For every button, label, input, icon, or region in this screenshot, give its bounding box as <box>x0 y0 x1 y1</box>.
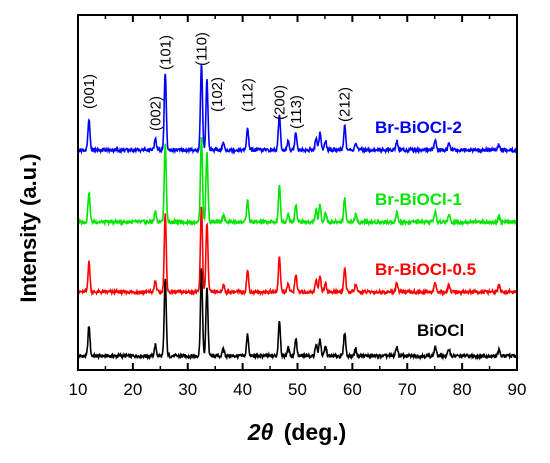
x-tick-label: 20 <box>123 380 142 399</box>
x-axis-title: 2θ (deg.) <box>247 419 347 445</box>
x-tick-label: 80 <box>453 380 472 399</box>
peak-label: (212) <box>337 87 354 122</box>
series-labels: BiOCl Br-BiOCl-0.5 Br-BiOCl-1 Br-BiOCl-2 <box>375 118 476 340</box>
series-label-br-biocl-1: Br-BiOCl-1 <box>375 190 462 209</box>
peak-label: (113) <box>288 95 305 129</box>
axes: 10 20 30 40 50 60 70 80 90 <box>69 14 527 399</box>
x-axis-title-symbol: 2θ <box>247 419 274 445</box>
x-tick-label: 60 <box>343 380 362 399</box>
series-line-br-biocl-2 <box>77 63 518 155</box>
x-tick-label: 40 <box>233 380 252 399</box>
x-tick-label: 50 <box>288 380 307 399</box>
series-label-br-biocl-2: Br-BiOCl-2 <box>375 118 462 137</box>
peak-label: (110) <box>193 32 210 66</box>
series-label-br-biocl-0-5: Br-BiOCl-0.5 <box>375 260 476 279</box>
peak-label: (200) <box>271 85 288 120</box>
peak-label: (102) <box>209 77 226 112</box>
peak-label: (001) <box>81 74 98 109</box>
peak-label: (101) <box>157 35 174 70</box>
x-tick-label: 90 <box>508 380 527 399</box>
x-tick-label: 10 <box>69 380 88 399</box>
series-line-br-biocl-1 <box>77 137 518 227</box>
x-tick-label: 30 <box>178 380 197 399</box>
series-label-biocl: BiOCl <box>417 321 464 340</box>
y-axis-title: Intensity (a.u.) <box>16 153 41 302</box>
peak-labels: (001) (002) (101) (110) (102) (112) (200) (113)… <box>81 32 354 131</box>
series-line-biocl <box>77 268 518 361</box>
series-line-br-biocl-0-5 <box>77 206 518 297</box>
x-tick-label: 70 <box>398 380 417 399</box>
series-group <box>77 63 518 361</box>
peak-label: (002) <box>147 96 164 131</box>
x-axis-title-unit: (deg.) <box>284 419 347 445</box>
peak-label: (112) <box>240 78 257 112</box>
